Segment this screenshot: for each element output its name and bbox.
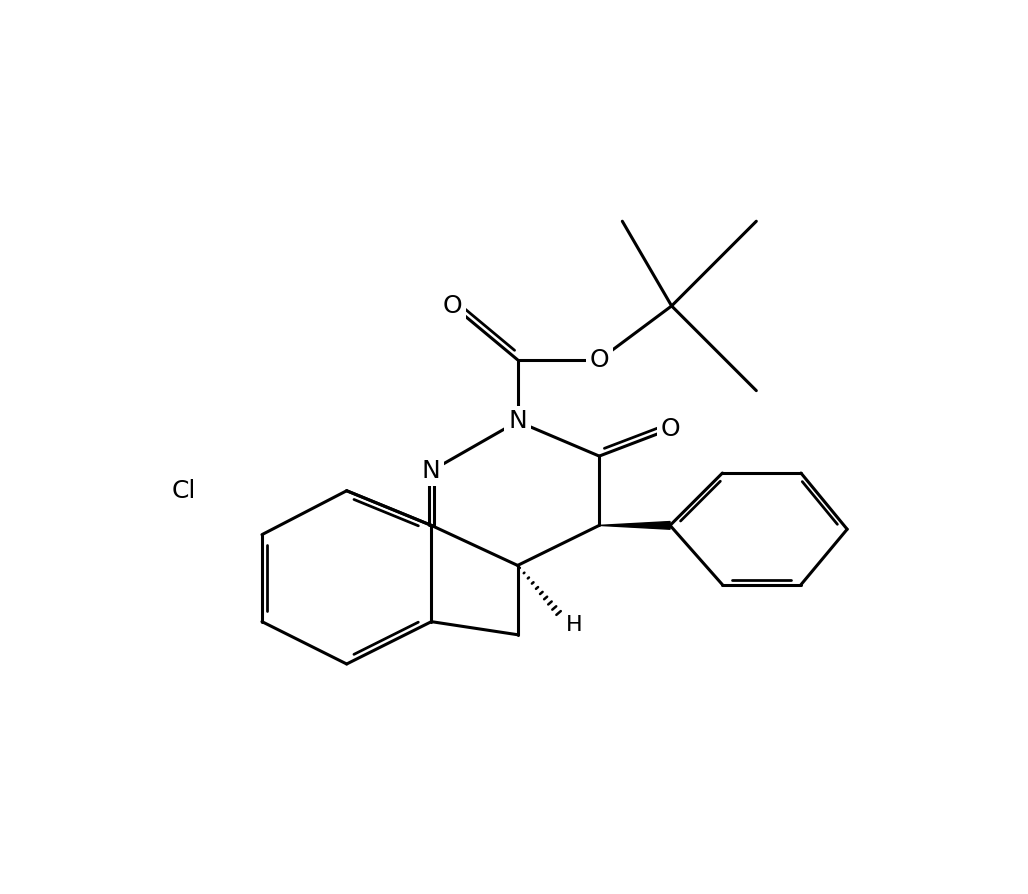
Text: O: O xyxy=(589,348,609,372)
Polygon shape xyxy=(599,521,670,529)
Text: H: H xyxy=(566,615,583,635)
Text: O: O xyxy=(660,417,680,441)
Text: O: O xyxy=(443,294,463,318)
Text: N: N xyxy=(423,459,441,483)
Text: Cl: Cl xyxy=(172,479,195,502)
Text: N: N xyxy=(508,409,527,434)
